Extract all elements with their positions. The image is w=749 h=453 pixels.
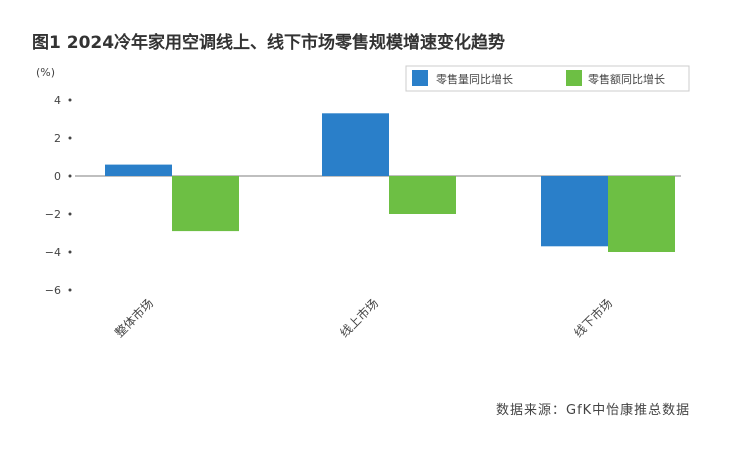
y-tick-label: −4 [45,246,61,259]
bar-volume [105,164,172,176]
legend-swatch-value [566,70,582,86]
y-tick-mark [68,212,72,216]
category-label: 线下市场 [571,296,616,341]
legend-label-value: 零售额同比增长 [588,72,665,86]
category-label: 整体市场 [112,296,157,341]
y-tick-mark [68,288,72,292]
bar-value [172,176,239,232]
y-tick-mark [68,174,72,178]
category-label: 线上市场 [337,296,382,341]
y-tick-label: 0 [54,170,61,183]
y-tick-mark [68,136,72,140]
legend-label-volume: 零售量同比增长 [436,72,513,86]
y-tick-mark [68,98,72,102]
legend-box [405,65,690,92]
y-tick-label: 2 [54,132,61,145]
bar-volume [322,113,389,176]
bar-value [389,176,456,214]
chart-title: 图1 2024冷年家用空调线上、线下市场零售规模增速变化趋势 [32,32,505,53]
legend-swatch-volume [412,70,428,86]
legend: 零售量同比增长 零售额同比增长 [405,65,690,92]
bar-value [608,176,675,252]
y-tick-label: −6 [45,284,61,297]
y-axis-unit: (%) [36,66,55,79]
bar-volume [541,176,608,247]
y-tick-label: 4 [54,94,61,107]
source-note: 数据来源：GfK中怡康推总数据 [496,402,690,418]
y-tick-label: −2 [45,208,61,221]
y-tick-mark [68,250,72,254]
